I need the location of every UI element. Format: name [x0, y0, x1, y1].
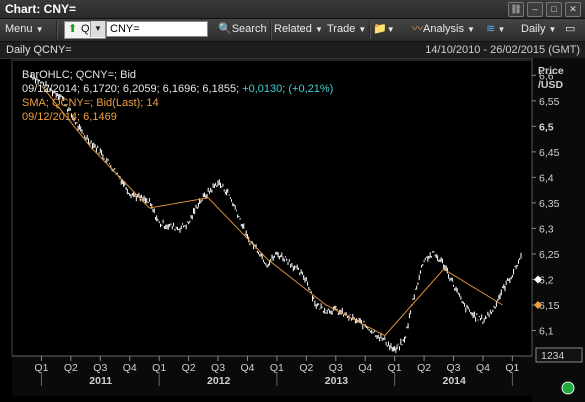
minimize-icon[interactable]: –	[527, 2, 543, 17]
counter-label: 1234	[541, 350, 565, 362]
quarter-label: Q3	[447, 362, 461, 374]
window-title: Chart: CNY=	[5, 2, 77, 16]
trade-button[interactable]: Trade ▼	[327, 23, 367, 35]
search-button[interactable]: 🔍Search	[218, 23, 267, 35]
ric-input[interactable]	[106, 21, 208, 37]
sma-marker	[534, 300, 542, 309]
y-tick-label: 6,4	[539, 172, 554, 184]
chart-instrument-label: Daily QCNY=	[6, 44, 72, 56]
quarter-label: Q2	[299, 362, 313, 374]
year-label: 2011	[89, 375, 112, 387]
y-tick-label: 6,2	[539, 274, 554, 286]
chevron-down-icon[interactable]: ▼	[90, 21, 105, 37]
x-axis-panel	[12, 356, 532, 396]
interval-selector[interactable]: Daily ▼	[521, 23, 557, 35]
quarter-label: Q2	[417, 362, 431, 374]
sma-line	[41, 85, 503, 337]
price-bars	[31, 73, 522, 353]
quarter-label: Q1	[270, 362, 284, 374]
quarter-label: Q3	[211, 362, 225, 374]
analysis-icon: 〰	[412, 23, 423, 35]
quarter-label: Q4	[476, 362, 490, 374]
y-tick-label: 6,3	[539, 223, 554, 235]
link-icon[interactable]: ⛓	[508, 2, 524, 17]
window-controls: ⛓ – □ ✕	[508, 2, 581, 17]
quarter-label: Q2	[182, 362, 196, 374]
toolbar: Menu ▼ ⬆ Q ▼ 🔍Search Related ▼ Trade ▼ 📁…	[0, 19, 585, 42]
legend-line-1: BarOHLC; QCNY=; Bid	[22, 69, 137, 81]
quarter-label: Q3	[329, 362, 343, 374]
quarter-label: Q3	[93, 362, 107, 374]
year-label: 2014	[443, 375, 467, 387]
y-axis-title: Price	[538, 65, 564, 77]
analysis-button[interactable]: 〰Analysis ▼	[412, 23, 475, 35]
quarter-label: Q2	[64, 362, 78, 374]
up-arrow-icon: ⬆	[68, 23, 78, 35]
y-tick-label: 6,35	[539, 198, 560, 210]
legend-line-4: 09/12/2014; 6,1469	[22, 111, 117, 123]
quarter-label: Q1	[505, 362, 519, 374]
y-tick-label: 6,25	[539, 249, 560, 261]
chart-header: Daily QCNY= 14/10/2010 - 26/02/2015 (GMT…	[0, 42, 585, 59]
y-tick-label: 6,5	[539, 121, 554, 133]
more-icon[interactable]: ▭	[565, 23, 576, 35]
folder-icon[interactable]: 📁▼	[373, 23, 395, 35]
y-tick-label: 6,6	[539, 70, 554, 82]
search-icon: 🔍	[218, 23, 232, 35]
y-tick-label: 6,45	[539, 147, 560, 159]
y-axis-panel	[532, 58, 585, 402]
y-axis-unit: /USD	[538, 79, 564, 91]
close-icon[interactable]: ✕	[565, 2, 581, 17]
menu-button[interactable]: Menu ▼	[5, 23, 44, 35]
price-chart[interactable]: 6,6 6,55 6,5 6,45 6,4 6,35 6,3 6,25 6,2 6,15 6,1 Pr…	[0, 58, 585, 402]
quarter-label: Q1	[388, 362, 402, 374]
quarter-label: Q1	[152, 362, 166, 374]
year-label: 2012	[207, 375, 231, 387]
chart-area[interactable]: Daily QCNY= 14/10/2010 - 26/02/2015 (GMT…	[0, 42, 585, 402]
year-label: 2013	[325, 375, 349, 387]
quarter-label: Q4	[240, 362, 254, 374]
y-tick-label: 6,55	[539, 96, 560, 108]
related-button[interactable]: Related ▼	[274, 23, 323, 35]
price-marker	[534, 275, 542, 284]
quarter-label: Q4	[358, 362, 372, 374]
studies-icon[interactable]: ≋ ▼	[486, 23, 506, 35]
y-tick-label: 6,15	[539, 300, 560, 312]
quarter-label: Q1	[34, 362, 48, 374]
title-bar: Chart: CNY= ⛓ – □ ✕	[0, 0, 585, 19]
plot-frame	[11, 59, 533, 357]
maximize-icon[interactable]: □	[546, 2, 562, 17]
legend-line-3: SMA; QCNY=; Bid(Last); 14	[22, 97, 159, 109]
y-tick-label: 6,1	[539, 325, 554, 337]
legend-line-2: 09/12/2014; 6,1720; 6,2059; 6,1696; 6,18…	[22, 83, 334, 95]
quarter-label: Q4	[123, 362, 137, 374]
chart-date-range: 14/10/2010 - 26/02/2015 (GMT)	[425, 44, 580, 56]
counter-box	[535, 347, 583, 363]
status-indicator	[561, 381, 575, 395]
